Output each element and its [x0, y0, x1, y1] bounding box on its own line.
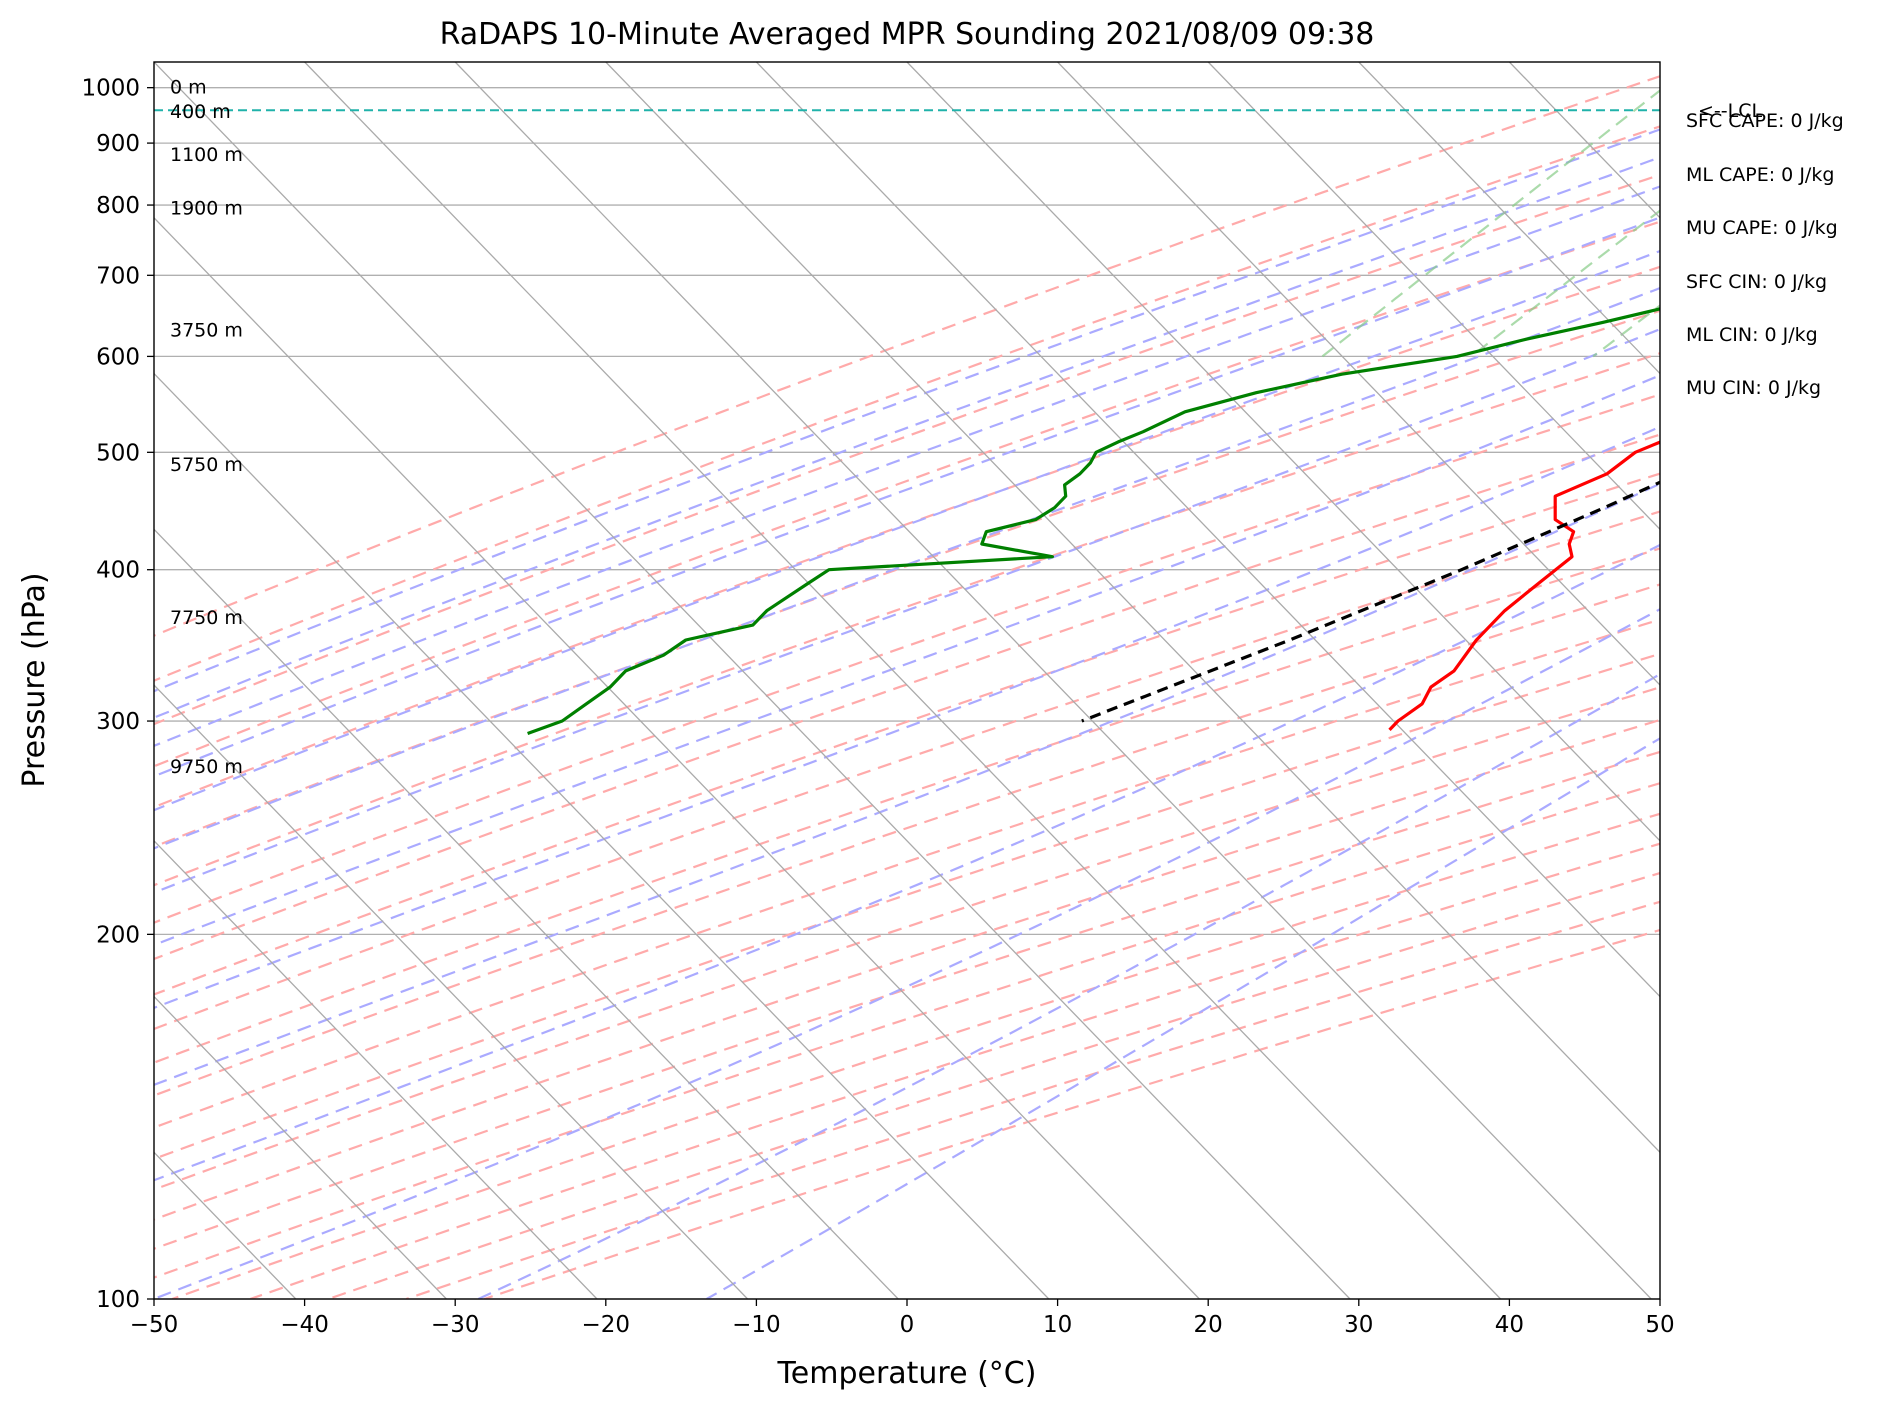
x-tick-label: 10: [1043, 1312, 1072, 1338]
y-axis-ticks: 100 200 300 400 500 600 700 800 900 1000: [81, 76, 154, 1313]
height-label: 5750 m: [170, 454, 243, 476]
dry-adiabat: [154, 750, 1660, 1250]
moist-adiabat: [154, 156, 1660, 719]
moist-adiabat: [154, 185, 1660, 748]
dry-adiabat: [154, 718, 1660, 1221]
x-tick-label: 0: [900, 1312, 915, 1338]
moist-adiabat: [154, 374, 1660, 947]
x-axis-label: Temperature (°C): [777, 1356, 1037, 1391]
dry-adiabat: [154, 309, 1660, 848]
isotherm-line: [154, 528, 899, 1299]
dry-adiabat: [154, 547, 1660, 1064]
x-tick-label: 30: [1344, 1312, 1373, 1338]
y-tick-label: 1000: [81, 76, 140, 102]
pressure-gridlines: [154, 87, 1660, 1300]
mixing-ratio-lines: [1321, 62, 1882, 358]
sounding-profiles: [527, 307, 1660, 736]
dry-adiabat: [154, 393, 1660, 924]
moist-adiabat: [154, 328, 1660, 894]
x-tick-label: −20: [582, 1312, 631, 1338]
mu-cin-value: MU CIN: 0 J/kg: [1686, 377, 1822, 399]
y-tick-label: 500: [96, 440, 140, 466]
dry-adiabat: [154, 510, 1660, 1031]
y-tick-label: 700: [96, 263, 140, 289]
height-label: 7750 m: [170, 607, 243, 629]
isotherm-line: [1057, 62, 1660, 686]
ml-cape-value: ML CAPE: 0 J/kg: [1686, 164, 1835, 186]
isotherm-line: [755, 62, 1660, 998]
moist-adiabat: [154, 607, 1660, 1299]
moist-adiabat: [154, 543, 1660, 1182]
dry-adiabat: [154, 125, 1660, 682]
isotherm-line: [154, 995, 447, 1299]
isotherm-line: [154, 372, 1050, 1299]
isotherms: [154, 62, 1882, 1299]
x-tick-label: 40: [1495, 1312, 1524, 1338]
x-tick-label: 20: [1194, 1312, 1223, 1338]
isotherm-line: [304, 62, 1502, 1299]
x-axis-ticks: −50 −40 −30 −20 −10 0 10 20 30 40 50: [130, 1299, 1675, 1338]
isotherm-line: [1659, 62, 1660, 63]
height-label: 1900 m: [170, 197, 243, 219]
moist-adiabat: [154, 425, 1660, 1010]
isotherm-line: [1358, 62, 1660, 375]
x-tick-label: −30: [431, 1312, 480, 1338]
mixing-ratio-line: [1837, 62, 1882, 356]
lcl-label: <--LCL: [1698, 100, 1762, 122]
plot-background: [154, 62, 1660, 1299]
dry-adiabats: [154, 75, 1660, 1299]
mixing-ratio-line: [1321, 89, 1660, 358]
isotherm-line: [906, 62, 1660, 842]
moist-adiabat: [154, 249, 1660, 812]
isotherm-line: [454, 62, 1652, 1299]
isotherm-line: [154, 839, 598, 1299]
dry-adiabat: [154, 220, 1660, 768]
x-tick-label: −40: [280, 1312, 329, 1338]
height-label: 0 m: [170, 77, 207, 99]
dry-adiabat: [154, 583, 1660, 1097]
y-tick-label: 900: [96, 131, 140, 157]
temperature-profile: [1388, 440, 1660, 732]
isotherm-line: [154, 62, 1351, 1299]
x-tick-label: −10: [732, 1312, 781, 1338]
y-tick-label: 100: [96, 1287, 140, 1313]
dry-adiabat: [154, 75, 1660, 637]
isotherm-line: [1207, 62, 1660, 531]
isotherm-line: [154, 684, 749, 1299]
y-tick-label: 400: [96, 558, 140, 584]
height-label: 1100 m: [170, 144, 243, 166]
y-tick-label: 300: [96, 709, 140, 735]
isotherm-line: [605, 62, 1660, 1154]
x-tick-label: 50: [1645, 1312, 1674, 1338]
dewpoint-profile: [527, 307, 1660, 736]
y-tick-label: 200: [96, 922, 140, 948]
dry-adiabat: [154, 686, 1660, 1191]
chart-title: RaDAPS 10-Minute Averaged MPR Sounding 2…: [440, 17, 1375, 52]
x-tick-label: −50: [130, 1312, 179, 1338]
height-label: 400 m: [170, 101, 231, 123]
moist-adiabat: [154, 128, 1660, 693]
sfc-cin-value: SFC CIN: 0 J/kg: [1686, 271, 1828, 293]
y-axis-label: Pressure (hPa): [17, 572, 52, 787]
isotherm-line: [1811, 62, 1882, 1299]
sfc-cape-value: SFC CAPE: 0 J/kg: [1686, 110, 1844, 132]
dry-adiabat: [154, 352, 1660, 887]
moist-adiabats: [154, 128, 1660, 1299]
dry-adiabat: [154, 173, 1660, 726]
moist-adiabat: [477, 672, 1660, 1299]
moist-adiabat: [154, 286, 1660, 850]
height-label: 3750 m: [170, 320, 243, 342]
ml-cin-value: ML CIN: 0 J/kg: [1686, 324, 1818, 346]
y-tick-label: 800: [96, 193, 140, 219]
mixing-ratio-line: [1470, 209, 1660, 358]
height-label: 9750 m: [170, 756, 243, 778]
isotherm-line: [154, 216, 1200, 1299]
mu-cape-value: MU CAPE: 0 J/kg: [1686, 217, 1838, 239]
y-tick-label: 600: [96, 344, 140, 370]
